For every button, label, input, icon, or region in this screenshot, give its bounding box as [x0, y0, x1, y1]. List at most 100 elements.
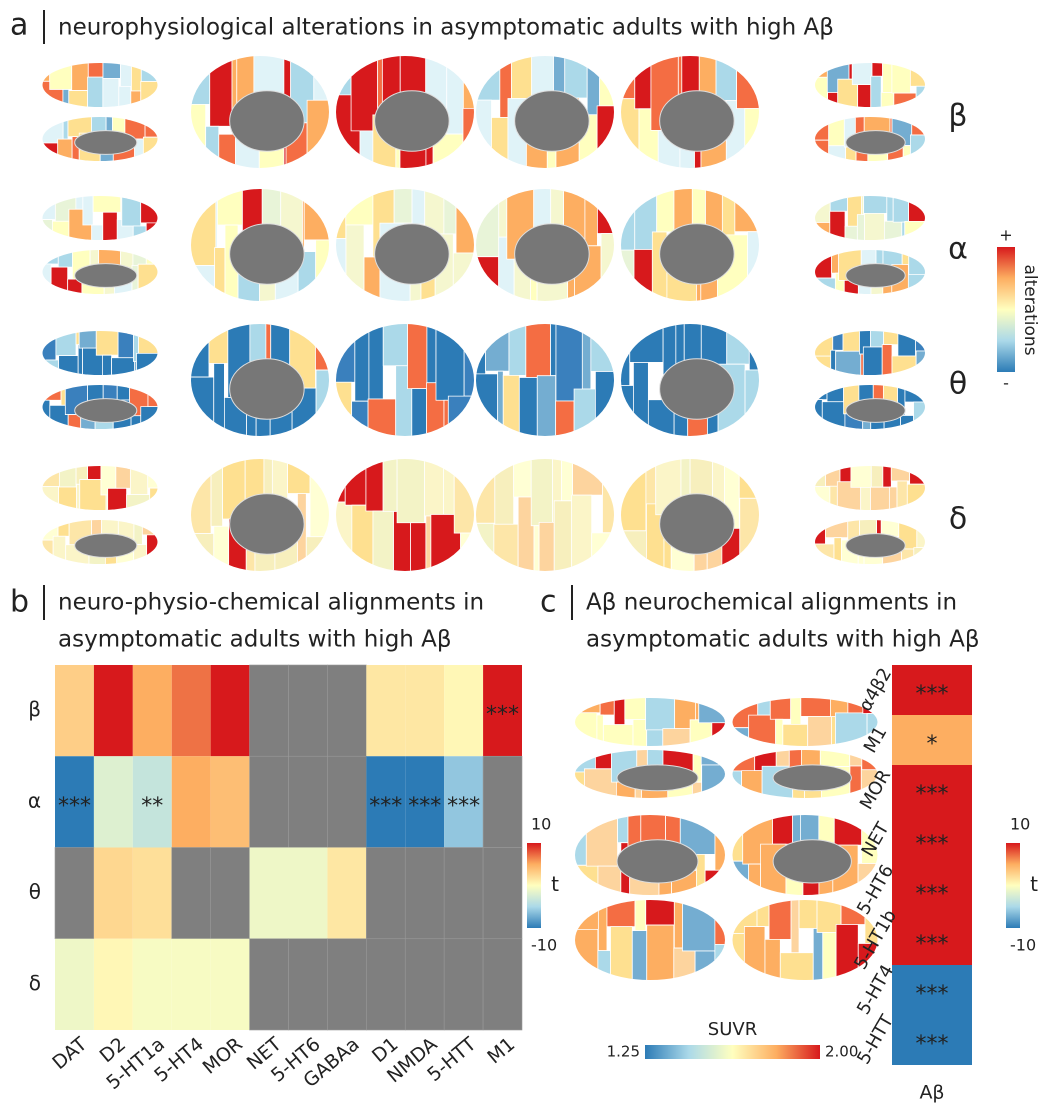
empty-cell — [249, 938, 289, 1031]
brain-region — [67, 278, 83, 294]
brain-region — [315, 239, 329, 301]
column-label: DAT — [48, 1033, 91, 1074]
brain-region — [621, 385, 634, 436]
heat-cell — [55, 938, 94, 1030]
brain-view — [42, 250, 158, 294]
heat-cell — [93, 847, 133, 939]
brain-region — [42, 399, 51, 429]
brain-region — [42, 331, 57, 361]
brain-region — [395, 365, 413, 436]
empty-cell — [327, 664, 367, 757]
medial-wall — [74, 533, 138, 558]
colorbar-label: SUVR — [708, 1019, 757, 1040]
brain-region — [140, 81, 158, 107]
significance: ** — [141, 794, 163, 819]
empty-cell — [288, 755, 328, 848]
medial-wall — [845, 130, 906, 155]
brain-region — [829, 698, 849, 718]
brain-region — [134, 138, 144, 161]
significance: * — [927, 732, 938, 757]
brain-region — [812, 928, 824, 980]
brain-region — [453, 459, 474, 534]
brain-region — [336, 324, 356, 383]
empty-cell — [443, 938, 484, 1031]
empty-cell — [482, 755, 523, 848]
panel-title: Aβ neurochemical alignments in — [586, 590, 957, 616]
colorbar-label: t — [551, 872, 559, 896]
brain-region — [743, 926, 766, 980]
brain-region — [831, 716, 836, 746]
brain-region — [336, 189, 347, 239]
medial-wall — [659, 358, 735, 420]
brain-region — [452, 252, 474, 301]
brain-region — [870, 331, 885, 348]
brain-region — [359, 130, 374, 168]
brain-region — [815, 466, 826, 488]
brain-region — [815, 385, 828, 401]
empty-cell — [249, 664, 289, 757]
brain-region — [646, 924, 675, 980]
heat-cell — [444, 756, 484, 848]
brain-view — [815, 331, 925, 375]
brain-region — [907, 273, 925, 294]
brain-view — [815, 63, 925, 107]
brain-region — [137, 263, 158, 294]
brain-region — [140, 63, 158, 82]
brain-region — [462, 107, 474, 168]
significance: *** — [916, 782, 949, 807]
colorbar-tick-label: 2.00 — [825, 1043, 858, 1061]
brain-region — [645, 698, 676, 731]
heat-cell — [405, 665, 445, 757]
brain-region — [769, 698, 792, 720]
brain-region — [825, 466, 841, 487]
brain-region — [42, 385, 62, 401]
colorbar-high: + — [999, 226, 1012, 245]
brain-region — [597, 189, 614, 234]
brain-region — [443, 399, 449, 436]
brain-region — [883, 331, 899, 346]
brain-region — [82, 196, 94, 226]
brain-region — [191, 376, 215, 436]
brain-region — [87, 76, 104, 107]
brain-region — [732, 815, 744, 862]
brain-region — [837, 78, 859, 107]
brain-region — [42, 539, 54, 564]
brain-region — [844, 225, 858, 240]
significance: *** — [916, 1032, 949, 1057]
empty-cell — [288, 938, 328, 1031]
brain-region — [815, 520, 826, 545]
brain-region — [75, 466, 89, 485]
brain-region — [140, 406, 158, 429]
brain-region — [815, 139, 830, 161]
panel-label: c — [540, 585, 557, 620]
brain-region — [309, 459, 329, 538]
brain-region — [902, 145, 911, 161]
brain-view — [42, 331, 158, 375]
brain-region — [42, 219, 53, 240]
brain-region — [815, 222, 831, 240]
brain-region — [911, 117, 925, 136]
empty-cell — [482, 847, 523, 940]
empty-cell — [366, 847, 406, 940]
brain-region — [191, 324, 210, 378]
brain-region — [213, 525, 230, 571]
heat-cell — [55, 756, 94, 848]
brain-region — [95, 331, 119, 356]
empty-cell — [249, 755, 289, 848]
brain-region — [111, 357, 136, 375]
heat-cell — [210, 665, 250, 757]
brain-region — [129, 466, 149, 496]
brain-region — [835, 924, 859, 980]
brain-region — [843, 279, 859, 294]
brain-region — [850, 466, 872, 488]
brain-region — [491, 117, 509, 168]
brain-region — [904, 220, 925, 240]
brain-region — [596, 105, 614, 168]
medial-wall — [74, 263, 138, 288]
brain-region — [517, 496, 535, 571]
brain-region — [149, 487, 158, 510]
brain-region — [578, 114, 598, 168]
medial-wall — [616, 839, 699, 884]
heat-cell — [366, 756, 406, 848]
brain-region — [830, 349, 837, 375]
